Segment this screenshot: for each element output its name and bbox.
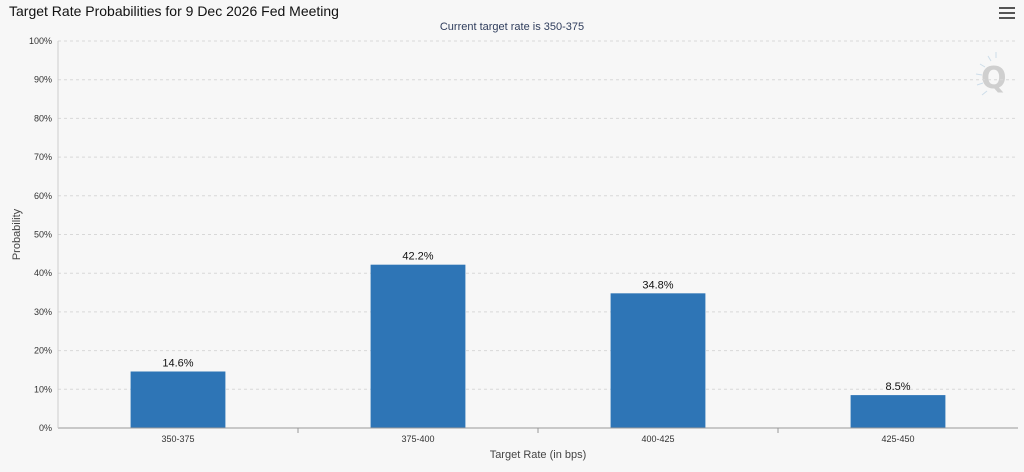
q-logo-icon: Q xyxy=(975,52,1007,96)
y-tick-label: 10% xyxy=(34,384,52,394)
bar-350-375[interactable] xyxy=(130,371,226,428)
x-tick-label: 350-375 xyxy=(161,434,194,444)
page-title: Target Rate Probabilities for 9 Dec 2026… xyxy=(9,3,339,19)
y-tick-label: 80% xyxy=(34,113,52,123)
y-tick-label: 60% xyxy=(34,191,52,201)
hamburger-menu-icon[interactable] xyxy=(998,5,1016,21)
x-tick-label: 375-400 xyxy=(401,434,434,444)
bar-425-450[interactable] xyxy=(850,395,946,428)
menu-line xyxy=(999,12,1015,14)
data-label: 8.5% xyxy=(885,381,910,393)
y-tick-label: 70% xyxy=(34,152,52,162)
bar-375-400[interactable] xyxy=(370,264,466,428)
x-axis-title: Target Rate (in bps) xyxy=(490,449,587,461)
y-axis-title: Probability xyxy=(11,208,23,260)
watermark-text: Q xyxy=(981,61,1007,96)
data-label: 42.2% xyxy=(402,251,433,263)
y-tick-label: 30% xyxy=(34,307,52,317)
x-axis-ticks: 350-375 375-400 400-425 425-450 xyxy=(161,428,915,444)
data-label: 34.8% xyxy=(642,279,673,291)
x-tick-label: 400-425 xyxy=(641,434,674,444)
data-label: 14.6% xyxy=(162,357,193,369)
y-tick-label: 20% xyxy=(34,346,52,356)
y-axis-ticks: 0% 10% 20% 30% 40% 50% 60% 70% 80% 90% 100% xyxy=(29,36,52,433)
y-tick-label: 50% xyxy=(34,230,52,240)
bars: 14.6% 42.2% 34.8% 8.5% xyxy=(130,251,946,428)
gridlines xyxy=(58,40,1018,390)
chart-subtitle: Current target rate is 350-375 xyxy=(439,21,585,33)
y-tick-label: 0% xyxy=(39,423,52,433)
bar-400-425[interactable] xyxy=(610,293,706,428)
y-tick-label: 90% xyxy=(34,75,52,85)
menu-line xyxy=(999,17,1015,19)
y-tick-label: 40% xyxy=(34,268,52,278)
x-tick-label: 425-450 xyxy=(881,434,914,444)
menu-line xyxy=(999,7,1015,9)
y-tick-label: 100% xyxy=(29,36,52,46)
